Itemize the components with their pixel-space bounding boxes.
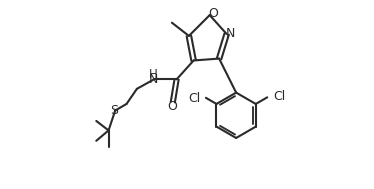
Text: Cl: Cl [188,92,200,105]
Text: S: S [110,104,118,117]
Text: N: N [148,73,158,86]
Text: Cl: Cl [273,90,285,103]
Text: H: H [148,68,157,81]
Text: O: O [208,7,218,20]
Text: O: O [167,100,177,113]
Text: N: N [226,27,236,40]
